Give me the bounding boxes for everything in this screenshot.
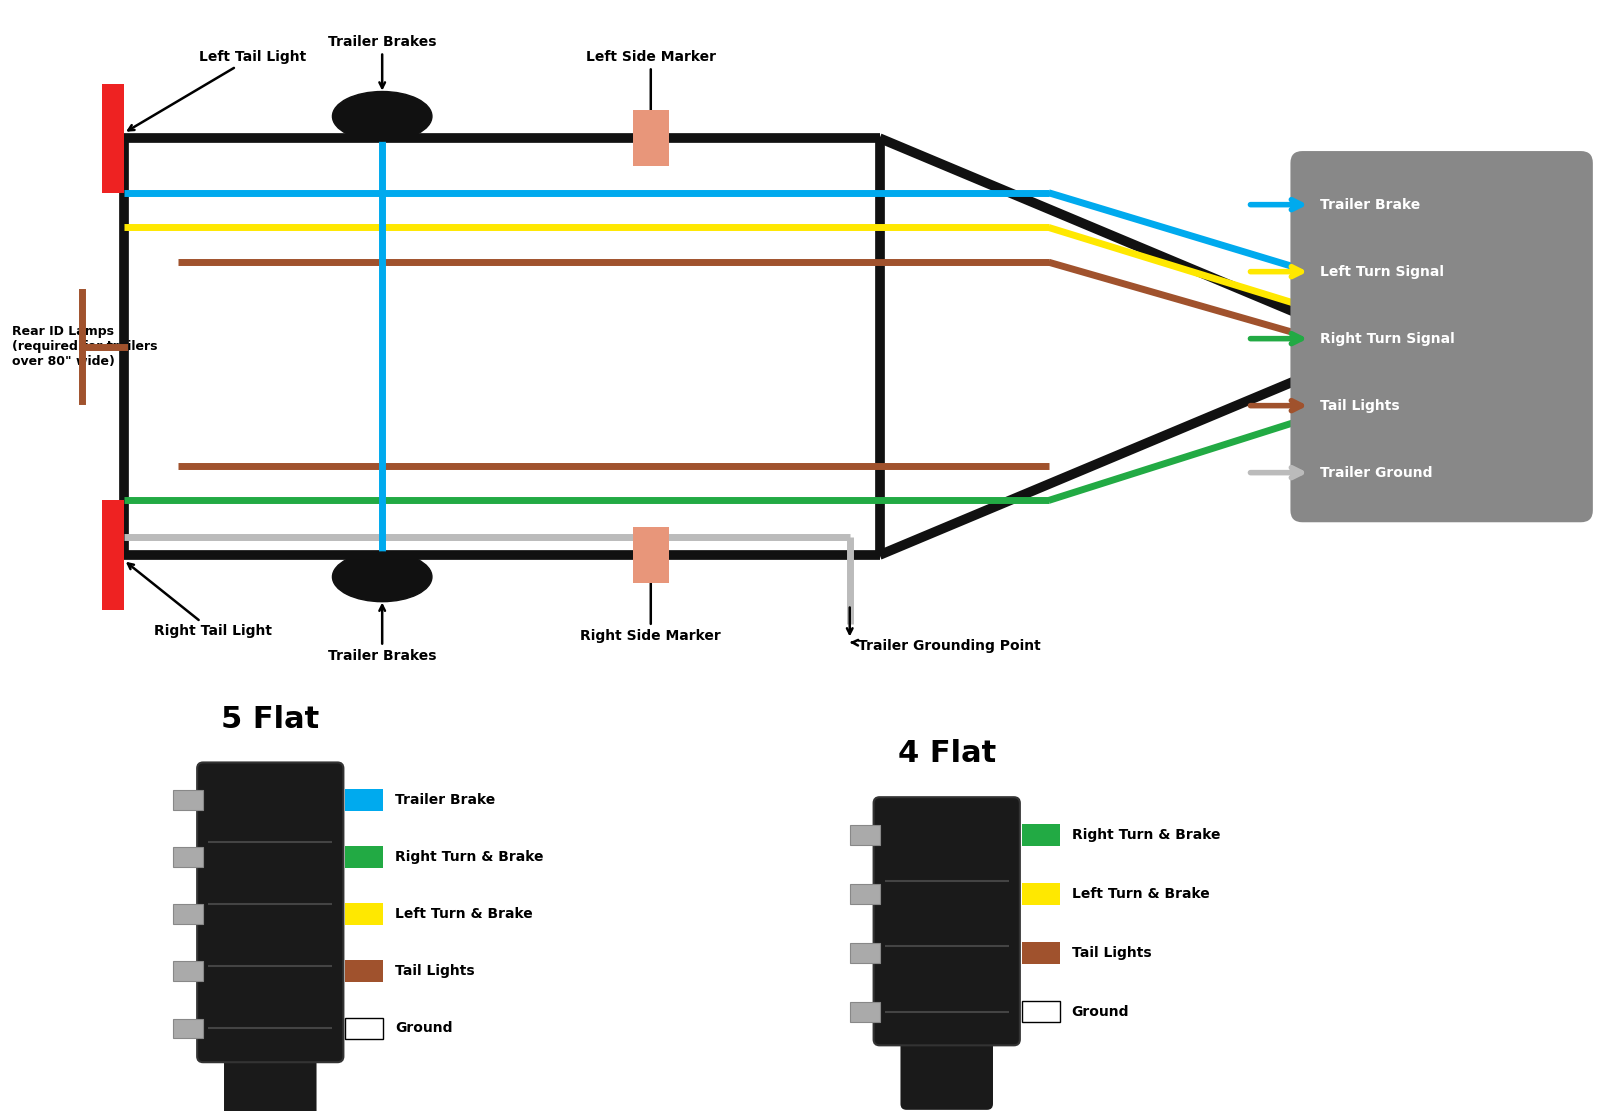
Text: Tail Lights: Tail Lights xyxy=(1320,399,1400,413)
FancyBboxPatch shape xyxy=(197,763,344,1063)
Text: Tail Lights: Tail Lights xyxy=(395,964,475,978)
FancyBboxPatch shape xyxy=(1022,942,1059,963)
Text: Left Tail Light: Left Tail Light xyxy=(128,50,307,130)
Text: Right Tail Light: Right Tail Light xyxy=(128,563,272,639)
FancyBboxPatch shape xyxy=(634,527,669,583)
FancyBboxPatch shape xyxy=(1022,883,1059,904)
FancyBboxPatch shape xyxy=(850,1001,880,1021)
Text: Tail Lights: Tail Lights xyxy=(1072,946,1152,960)
FancyBboxPatch shape xyxy=(1022,824,1059,846)
FancyBboxPatch shape xyxy=(1291,151,1594,522)
Text: Left Turn & Brake: Left Turn & Brake xyxy=(1072,886,1210,901)
Text: Right Turn & Brake: Right Turn & Brake xyxy=(1072,828,1221,842)
FancyBboxPatch shape xyxy=(224,1050,317,1115)
FancyBboxPatch shape xyxy=(173,961,203,981)
FancyBboxPatch shape xyxy=(634,110,669,166)
FancyBboxPatch shape xyxy=(102,501,123,610)
Text: Left Turn & Brake: Left Turn & Brake xyxy=(395,908,533,921)
Text: Right Side Marker: Right Side Marker xyxy=(581,566,722,643)
FancyBboxPatch shape xyxy=(173,791,203,811)
FancyBboxPatch shape xyxy=(874,797,1019,1046)
Text: Right Turn & Brake: Right Turn & Brake xyxy=(395,851,544,864)
Text: Trailer Brake: Trailer Brake xyxy=(395,793,496,807)
Ellipse shape xyxy=(333,91,432,142)
FancyBboxPatch shape xyxy=(346,903,382,925)
FancyBboxPatch shape xyxy=(102,84,123,193)
Ellipse shape xyxy=(333,552,432,602)
FancyBboxPatch shape xyxy=(850,943,880,962)
FancyBboxPatch shape xyxy=(346,789,382,811)
Text: Rear ID Lamps
(required for trailers
over 80" wide): Rear ID Lamps (required for trailers ove… xyxy=(13,326,158,368)
Text: 5 Flat: 5 Flat xyxy=(221,705,320,734)
FancyBboxPatch shape xyxy=(346,846,382,869)
FancyBboxPatch shape xyxy=(346,960,382,982)
Text: 4 Flat: 4 Flat xyxy=(898,739,995,768)
Text: Trailer Ground: Trailer Ground xyxy=(1320,466,1432,479)
Text: Trailer Brakes: Trailer Brakes xyxy=(328,605,437,663)
FancyBboxPatch shape xyxy=(173,847,203,867)
Text: Left Turn Signal: Left Turn Signal xyxy=(1320,264,1445,279)
Text: Trailer Brakes: Trailer Brakes xyxy=(328,35,437,88)
FancyBboxPatch shape xyxy=(850,825,880,845)
FancyBboxPatch shape xyxy=(173,904,203,924)
Text: Ground: Ground xyxy=(1072,1005,1130,1019)
Text: Trailer Brake: Trailer Brake xyxy=(1320,197,1421,212)
FancyBboxPatch shape xyxy=(1022,1000,1059,1022)
FancyBboxPatch shape xyxy=(173,1018,203,1038)
Text: Trailer Grounding Point: Trailer Grounding Point xyxy=(851,639,1040,653)
Text: Left Side Marker: Left Side Marker xyxy=(586,50,715,127)
FancyBboxPatch shape xyxy=(850,884,880,904)
Text: Ground: Ground xyxy=(395,1021,453,1036)
FancyBboxPatch shape xyxy=(901,1034,994,1109)
FancyBboxPatch shape xyxy=(346,1018,382,1039)
Text: Right Turn Signal: Right Turn Signal xyxy=(1320,331,1454,346)
